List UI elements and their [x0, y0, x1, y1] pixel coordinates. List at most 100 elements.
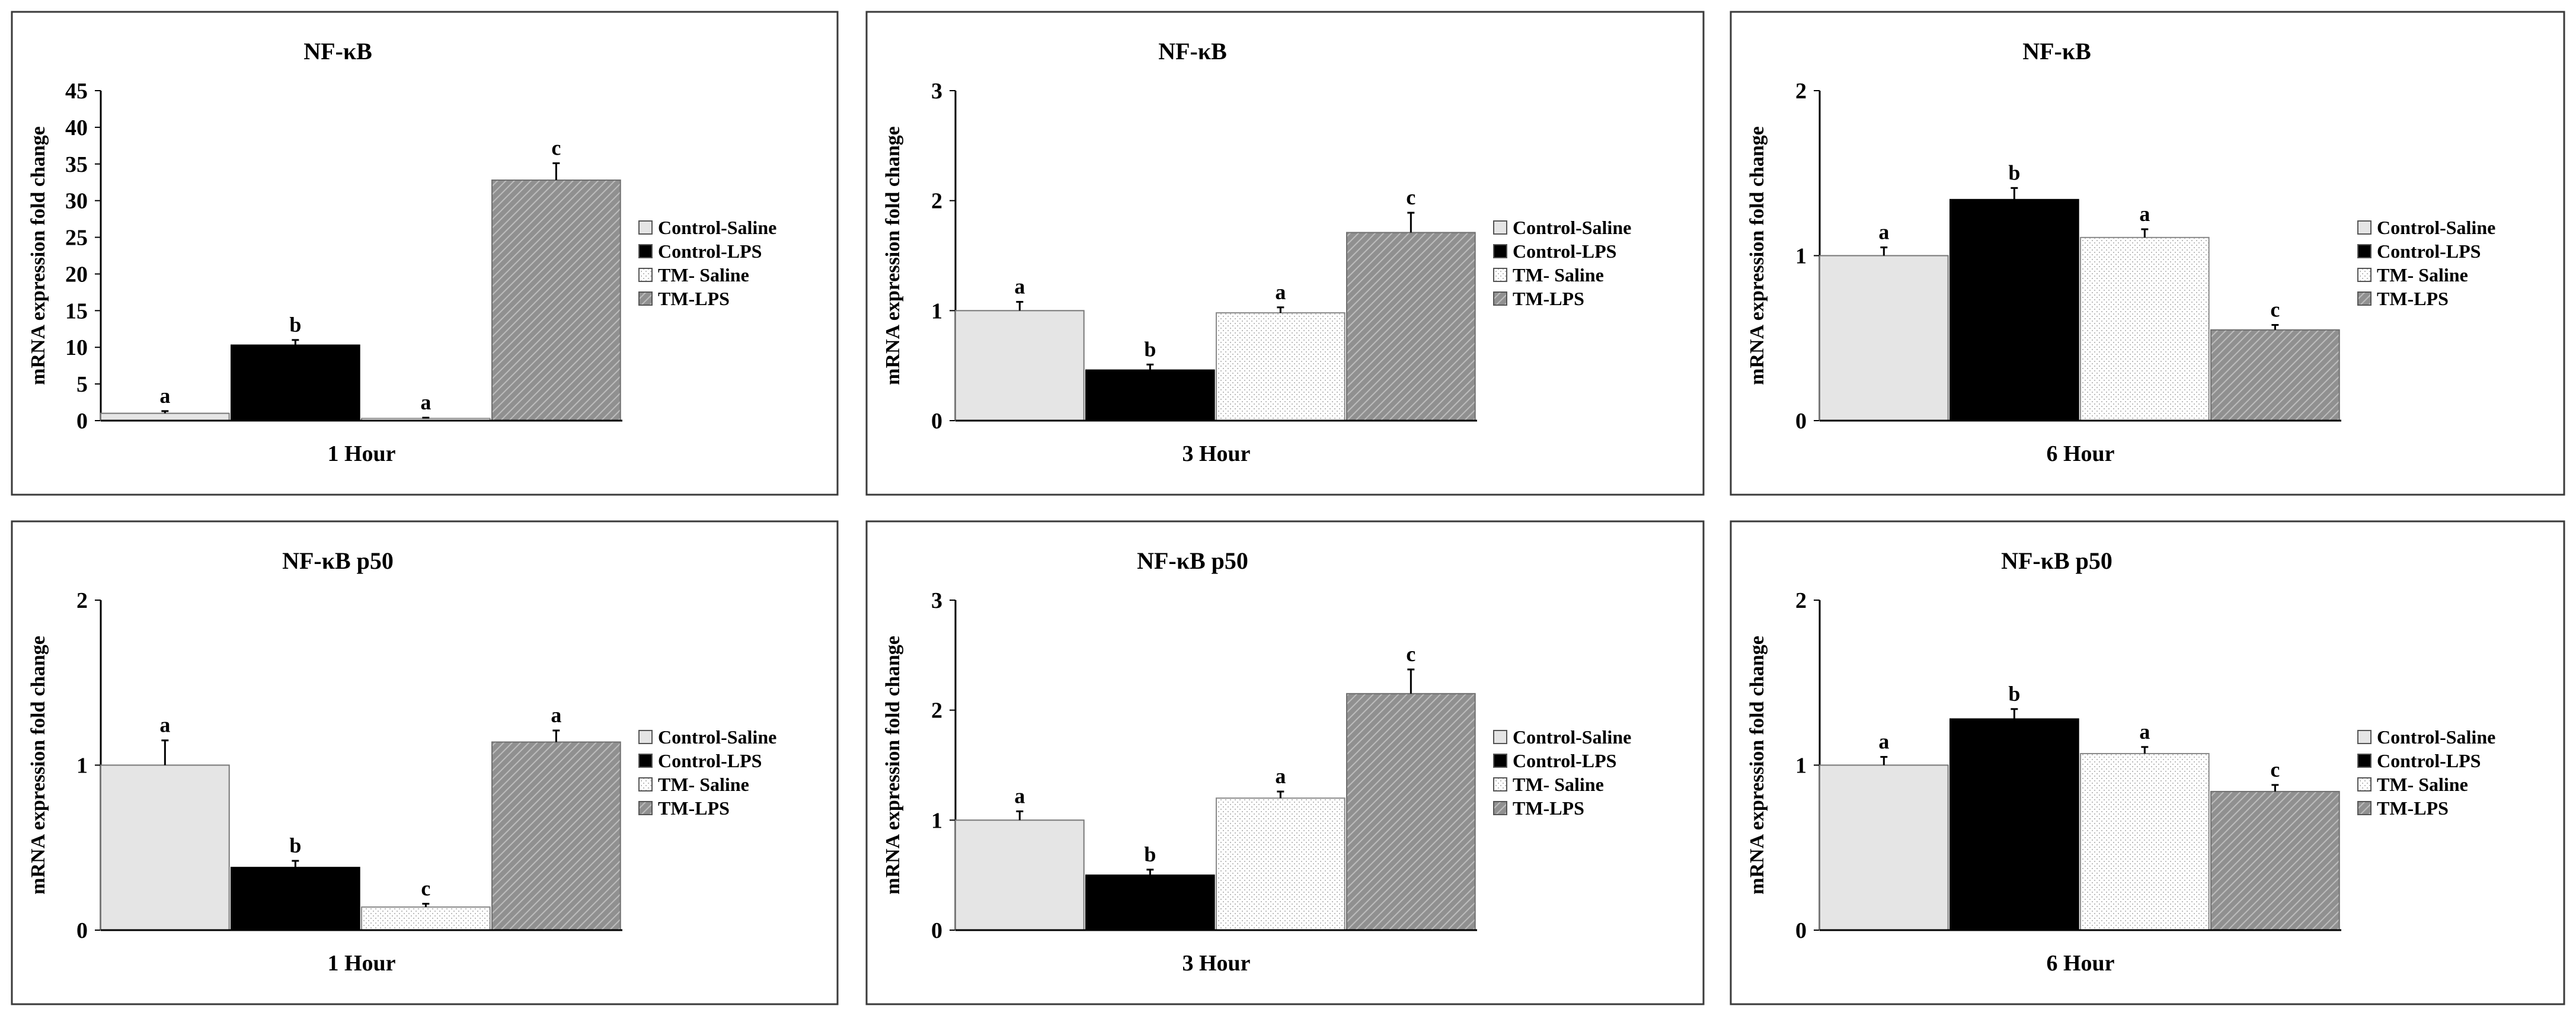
legend-label: TM-LPS: [658, 288, 730, 309]
significance-label: a: [1014, 274, 1025, 298]
legend-swatch: [1493, 291, 1507, 306]
bar-4: [491, 741, 621, 931]
y-tick-label: 5: [76, 372, 88, 397]
legend-label: Control-Saline: [2377, 726, 2495, 748]
y-tick-label: 1: [1795, 754, 1807, 778]
legend-swatch: [638, 244, 653, 258]
y-tick-label: 3: [931, 79, 942, 104]
chart-panel: NF-κB 0 1 2 3 mRNA expression fold change a b a c…: [865, 11, 1705, 496]
chart-panel: NF-κB 0 1 2 mRNA expression fold change a b a c 6…: [1730, 11, 2565, 496]
significance-label: a: [2139, 202, 2150, 226]
x-axis-label: 3 Hour: [1182, 441, 1250, 466]
significance-label: c: [2270, 297, 2280, 321]
y-tick-label: 0: [1795, 409, 1807, 434]
y-tick-label: 35: [65, 152, 88, 177]
y-tick-label: 0: [931, 409, 942, 434]
legend-label: Control-LPS: [2377, 241, 2481, 262]
legend-label: Control-LPS: [658, 241, 762, 262]
legend-label: TM-LPS: [2377, 797, 2449, 819]
significance-label: b: [2008, 682, 2020, 706]
legend-swatch: [1493, 801, 1507, 815]
legend-label: TM-LPS: [1513, 288, 1584, 309]
legend-swatch: [1493, 268, 1507, 282]
legend-swatch: [2357, 801, 2372, 815]
x-axis-label: 6 Hour: [2046, 441, 2114, 466]
legend-swatch: [638, 801, 653, 815]
y-tick-label: 10: [65, 335, 88, 360]
legend-swatch: [2357, 777, 2372, 792]
significance-label: a: [1275, 280, 1286, 304]
y-axis-label: mRNA expression fold change: [27, 636, 49, 895]
bar-2: [1085, 874, 1215, 931]
significance-label: a: [159, 384, 170, 408]
y-tick-label: 40: [65, 116, 88, 140]
chart-panel: NF-κB p50 0 1 2 mRNA expression fold change a…: [1730, 520, 2565, 1005]
bar-3: [1216, 312, 1345, 421]
significance-label: a: [2139, 720, 2150, 744]
bar-3: [2080, 753, 2210, 931]
legend-swatch: [2357, 291, 2372, 306]
chart-panel: NF-κB p50 0 1 2 3 mRNA expression fold change…: [865, 520, 1705, 1005]
x-axis-label: 6 Hour: [2046, 951, 2114, 976]
bar-1: [1819, 764, 1949, 931]
legend-swatch: [1493, 220, 1507, 235]
significance-label: a: [159, 713, 170, 737]
legend-swatch: [2357, 220, 2372, 235]
bar-2: [1949, 198, 2079, 421]
legend-swatch: [2357, 268, 2372, 282]
significance-label: b: [289, 313, 301, 337]
legend-swatch: [1493, 730, 1507, 744]
significance-label: c: [1406, 642, 1415, 666]
bar-1: [1819, 255, 1949, 421]
legend-label: Control-Saline: [658, 726, 776, 748]
significance-label: c: [551, 136, 561, 160]
legend-swatch: [1493, 754, 1507, 768]
y-tick-label: 1: [76, 754, 88, 778]
bar-1: [100, 412, 230, 421]
chart-title: NF-κB p50: [282, 547, 394, 574]
significance-label: c: [421, 876, 430, 900]
legend-label: TM-LPS: [658, 797, 730, 819]
legend-label: TM- Saline: [1513, 774, 1604, 795]
legend-swatch: [2357, 244, 2372, 258]
legend-swatch: [638, 220, 653, 235]
bar-3: [1216, 797, 1345, 931]
legend-label: Control-LPS: [1513, 241, 1616, 262]
legend-label: TM-LPS: [2377, 288, 2449, 309]
legend-swatch: [638, 777, 653, 792]
legend-swatch: [638, 730, 653, 744]
bar-3: [2080, 236, 2210, 421]
legend-label: Control-Saline: [1513, 217, 1631, 238]
bar-1: [100, 764, 230, 931]
legend-swatch: [638, 754, 653, 768]
y-tick-label: 45: [65, 79, 88, 104]
significance-label: a: [1878, 220, 1889, 244]
bar-2: [1085, 369, 1215, 421]
significance-label: a: [1878, 730, 1889, 754]
significance-label: a: [420, 390, 431, 414]
bar-4: [1346, 693, 1476, 931]
legend-swatch: [1493, 244, 1507, 258]
legend-label: Control-Saline: [2377, 217, 2495, 238]
y-axis-label: mRNA expression fold change: [882, 126, 904, 385]
bar-2: [231, 344, 360, 422]
y-tick-label: 2: [1795, 79, 1807, 104]
significance-label: b: [289, 834, 301, 857]
legend-label: TM- Saline: [1513, 264, 1604, 286]
legend-swatch: [2357, 730, 2372, 744]
significance-label: a: [1275, 764, 1286, 788]
y-axis-label: mRNA expression fold change: [1746, 126, 1768, 385]
bar-1: [955, 819, 1085, 931]
y-tick-label: 1: [931, 808, 942, 833]
significance-label: a: [1014, 784, 1025, 807]
significance-label: a: [551, 703, 561, 727]
legend-swatch: [2357, 754, 2372, 768]
bar-3: [361, 906, 491, 931]
legend-label: Control-LPS: [2377, 750, 2481, 771]
significance-label: b: [1144, 842, 1156, 866]
legend-label: TM- Saline: [2377, 264, 2468, 286]
y-tick-label: 1: [1795, 244, 1807, 269]
chart-title: NF-κB p50: [1137, 547, 1248, 574]
chart-panel: NF-κB p50 0 1 2 mRNA expression fold change a…: [11, 520, 839, 1005]
